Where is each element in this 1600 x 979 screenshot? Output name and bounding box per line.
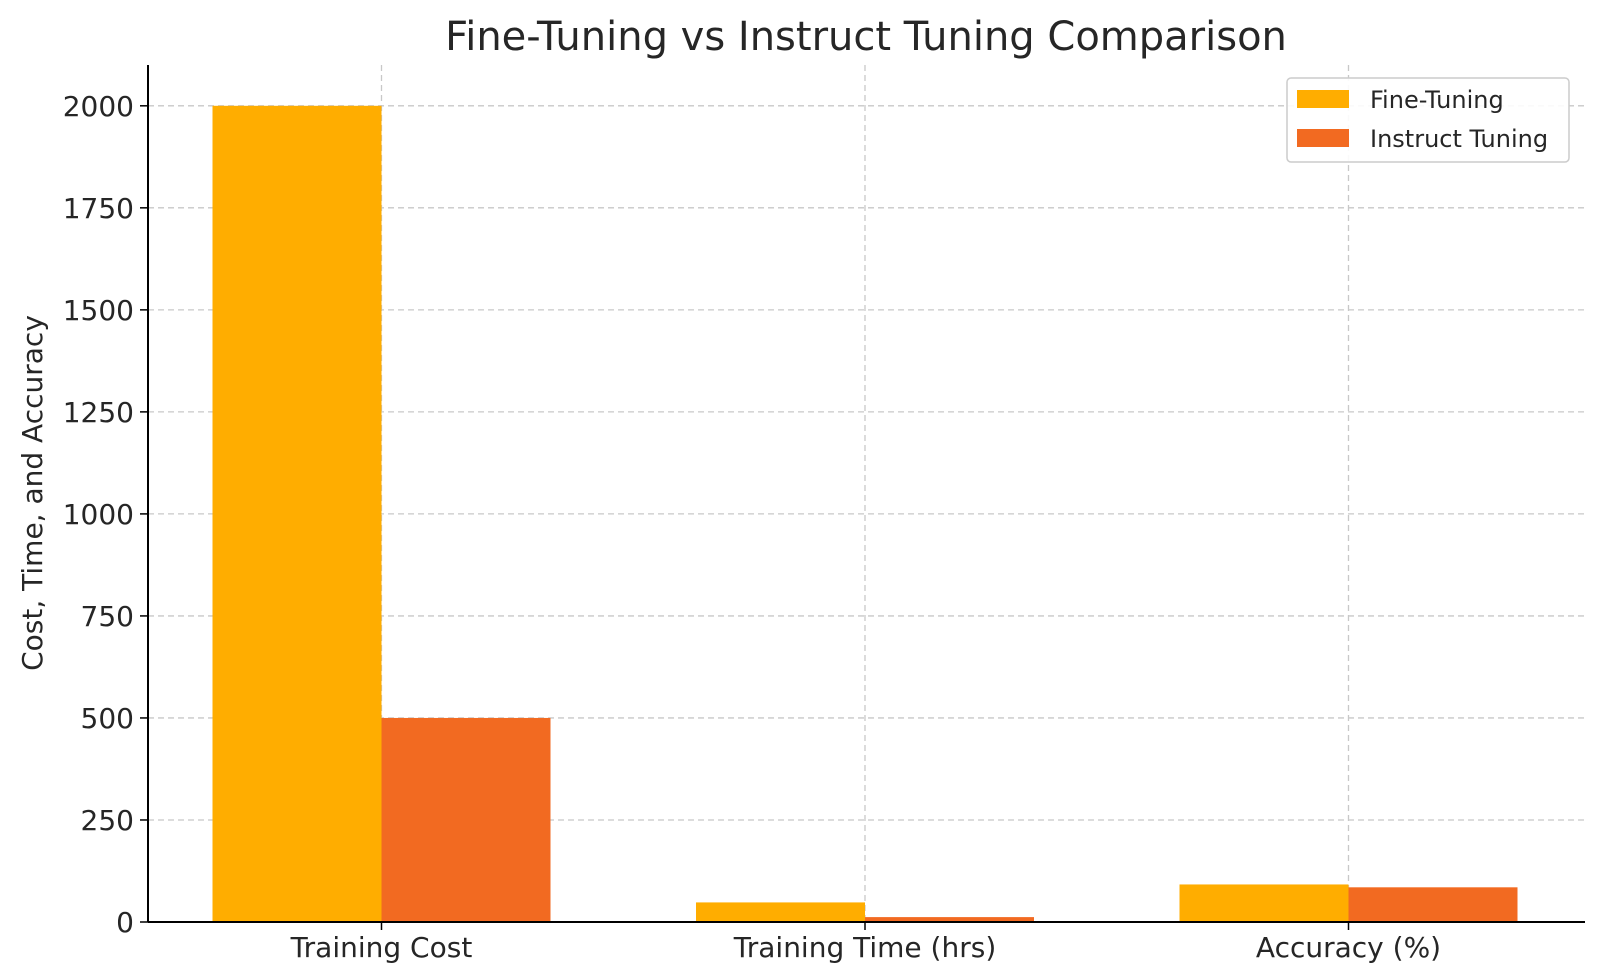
x-ticks: Training Cost Training Time (hrs) Accuracy… xyxy=(290,922,1441,964)
y-tick-label: 0 xyxy=(116,906,134,939)
y-tick-label: 250 xyxy=(81,804,134,837)
y-tick-label: 1500 xyxy=(63,294,134,327)
y-tick-label: 2000 xyxy=(63,90,134,123)
bar-fine-tuning xyxy=(696,902,865,922)
legend-swatch-fine-tuning xyxy=(1297,90,1349,108)
bars xyxy=(212,105,1518,923)
legend-swatch-instruct-tuning xyxy=(1297,129,1349,147)
y-ticks: 0 250 500 750 1000 1250 1500 1750 2000 xyxy=(63,90,148,939)
x-tick-label: Accuracy (%) xyxy=(1256,931,1441,964)
x-tick-label: Training Cost xyxy=(290,931,473,964)
y-tick-label: 750 xyxy=(81,600,134,633)
legend-label-fine-tuning: Fine-Tuning xyxy=(1370,86,1504,114)
bar-instruct-tuning xyxy=(381,717,551,922)
y-tick-label: 1750 xyxy=(63,192,134,225)
bar-instruct-tuning xyxy=(865,917,1034,922)
y-tick-label: 1000 xyxy=(63,498,134,531)
y-axis-label: Cost, Time, and Accuracy xyxy=(16,315,49,671)
chart-title: Fine-Tuning vs Instruct Tuning Compariso… xyxy=(445,14,1287,60)
y-tick-label: 500 xyxy=(81,702,134,735)
x-tick-label: Training Time (hrs) xyxy=(733,931,997,964)
legend-box xyxy=(1286,77,1570,163)
legend-label-instruct-tuning: Instruct Tuning xyxy=(1370,125,1548,153)
bar-fine-tuning xyxy=(1179,884,1349,922)
bar-fine-tuning xyxy=(212,105,382,923)
legend: Fine-Tuning Instruct Tuning xyxy=(1286,77,1570,163)
bar-instruct-tuning xyxy=(1348,887,1518,922)
y-tick-label: 1250 xyxy=(63,396,134,429)
